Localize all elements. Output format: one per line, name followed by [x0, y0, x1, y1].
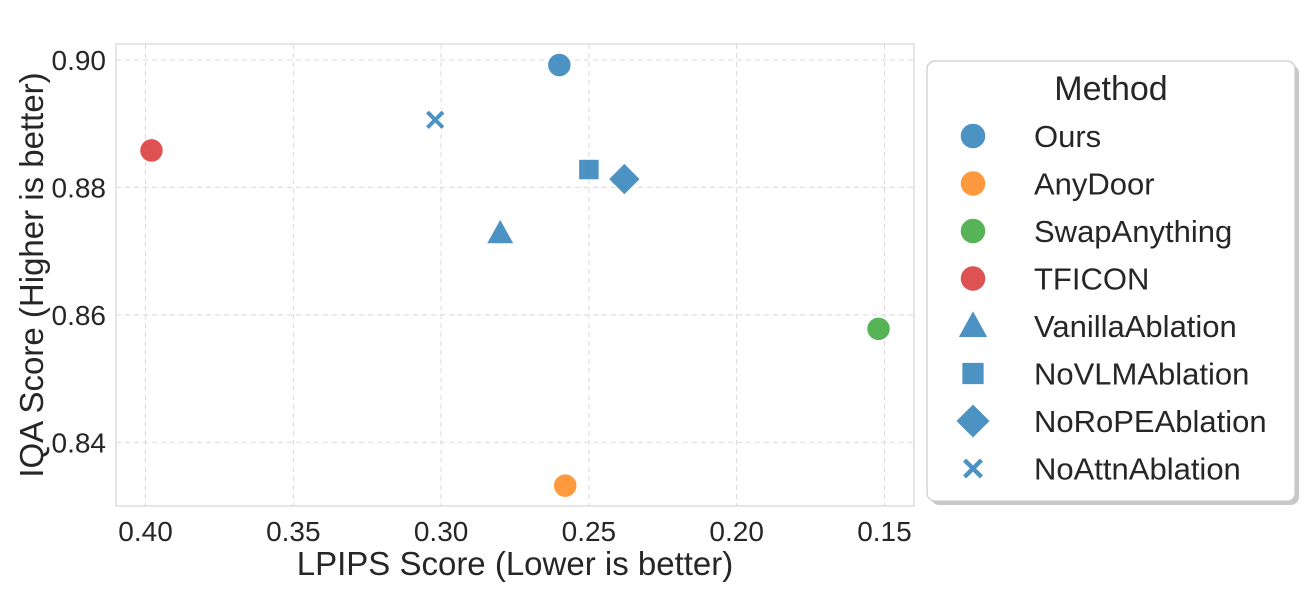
legend: Method Ours AnyDoor SwapAnything TFICON Vani…: [926, 60, 1299, 505]
x-tick-label: 0.20: [709, 516, 764, 547]
x-tick-label: 0.15: [857, 516, 912, 547]
data-points: [138, 52, 892, 499]
legend-marker-tficon: [959, 264, 987, 293]
legend-label-swapanything: SwapAnything: [1034, 214, 1232, 249]
legend-marker-novlmablation: [960, 361, 986, 386]
y-tick-label: 0.86: [52, 300, 107, 331]
plot-area: [115, 43, 915, 507]
legend-marker-ours: [959, 122, 987, 150]
y-tick-label: 0.84: [52, 427, 107, 458]
x-tick-label: 0.35: [266, 516, 321, 547]
legend-marker-noattnablation: [960, 456, 986, 481]
data-point-swapanything: [865, 316, 892, 342]
legend-marker-swapanything: [959, 217, 987, 245]
legend-marker-noropeablation: [954, 402, 992, 440]
data-point-ours: [546, 52, 573, 78]
data-point-tficon: [138, 137, 165, 164]
legend-items: Ours AnyDoor SwapAnything TFICON VanillaAbla…: [954, 119, 1267, 487]
x-tick-label: 0.30: [414, 516, 469, 547]
legend-marker-anydoor: [959, 169, 987, 198]
legend-label-tficon: TFICON: [1034, 262, 1149, 297]
legend-label-noropeablation: NoRoPEAblation: [1034, 404, 1267, 439]
legend-label-vanillaablation: VanillaAblation: [1034, 309, 1237, 344]
legend-label-anydoor: AnyDoor: [1034, 167, 1155, 202]
x-axis-label: LPIPS Score (Lower is better): [297, 545, 734, 582]
y-tick-label: 0.90: [52, 45, 107, 76]
legend-box: [926, 60, 1296, 502]
legend-title: Method: [1054, 70, 1167, 108]
legend-label-ours: Ours: [1034, 119, 1101, 154]
x-tick-labels: 0.40 0.35 0.30 0.25 0.20 0.15: [118, 516, 911, 547]
legend-label-noattnablation: NoAttnAblation: [1034, 452, 1241, 487]
x-tick-label: 0.40: [118, 516, 173, 547]
data-point-anydoor: [552, 472, 578, 499]
y-tick-labels: 0.84 0.86 0.88 0.90: [52, 45, 107, 458]
y-tick-label: 0.88: [52, 172, 107, 203]
x-tick-label: 0.25: [562, 516, 617, 547]
legend-label-novlmablation: NoVLMAblation: [1034, 357, 1249, 392]
legend-marker-vanillaablation: [956, 308, 990, 339]
data-point-vanillaablation: [484, 216, 516, 245]
data-point-novlmablation: [577, 158, 601, 181]
data-point-noattnablation: [423, 108, 447, 132]
data-point-noropeablation: [607, 161, 642, 197]
y-axis-label: IQA Score (Higher is better): [13, 72, 50, 477]
